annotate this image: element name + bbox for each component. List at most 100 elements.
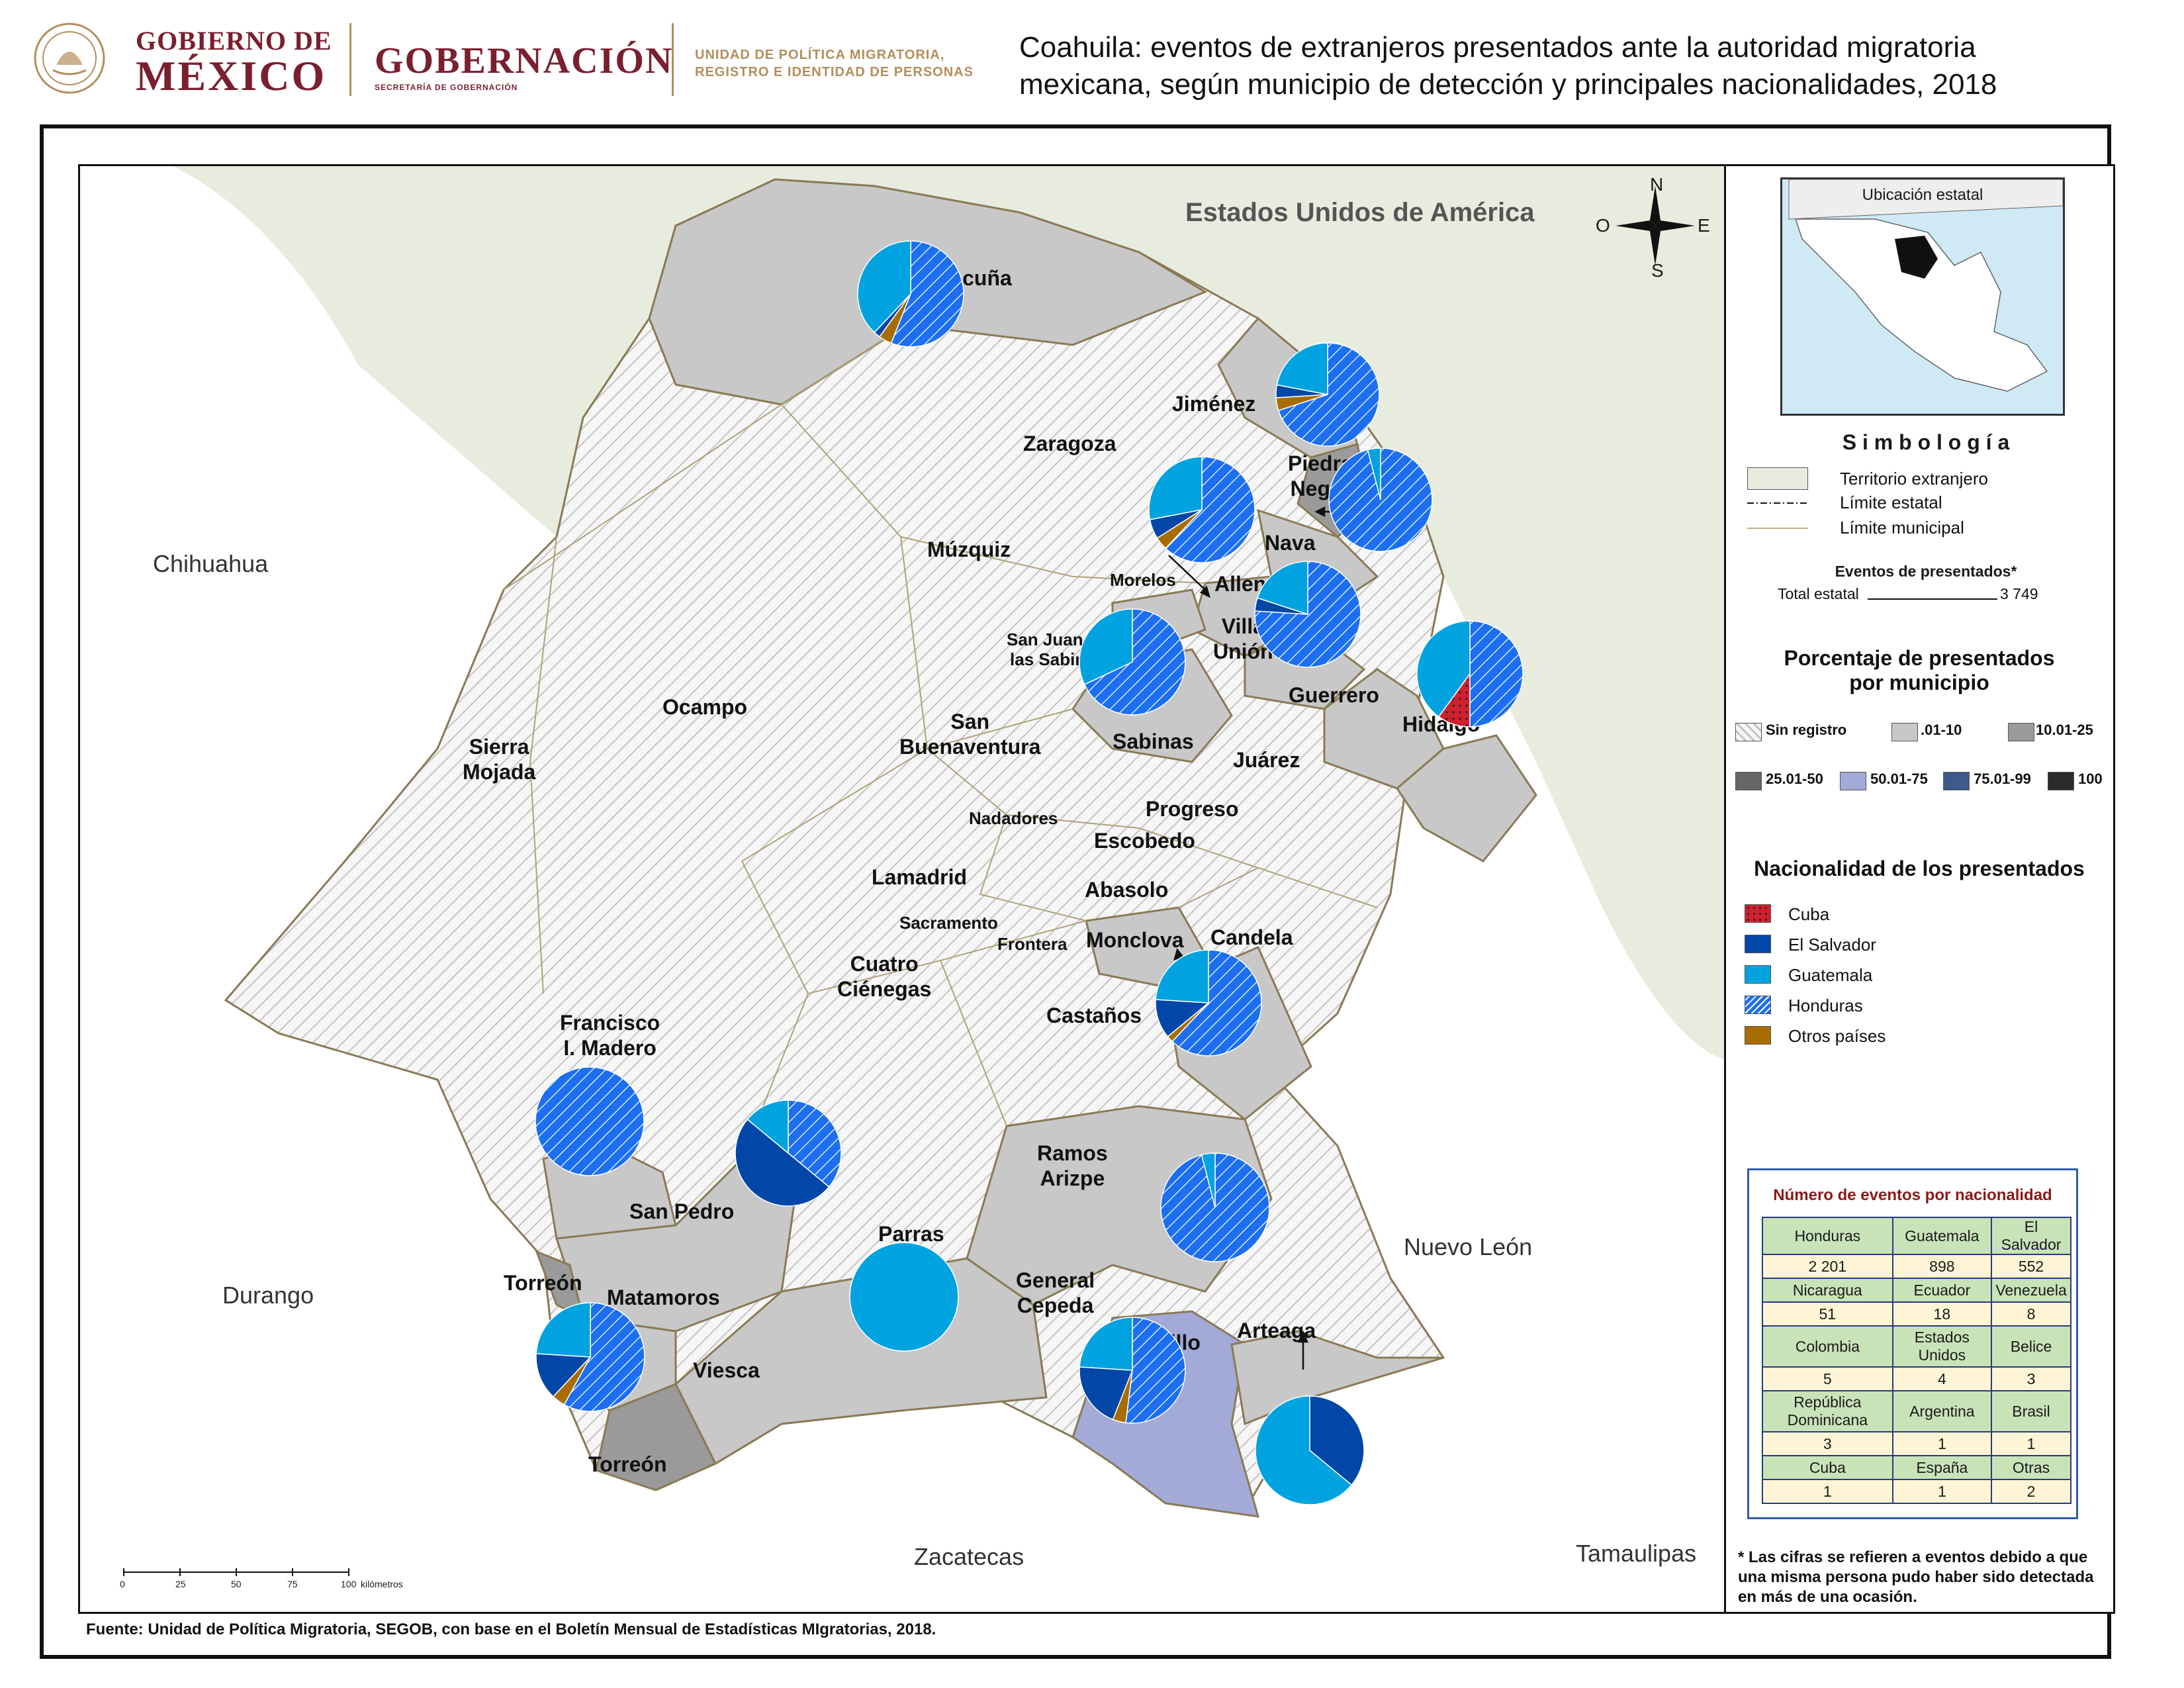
swatch-cuba	[1745, 904, 1771, 923]
label-nadadores: Nadadores	[969, 808, 1058, 828]
label-general-cepeda: General Cepeda	[1016, 1268, 1095, 1317]
legend-limite-estatal: Límite estatal	[1840, 492, 1942, 512]
scale-75: 75	[287, 1579, 298, 1589]
porcentaje-line: por municipio	[1849, 671, 1989, 694]
class-label: 100	[2078, 771, 2103, 787]
scale-50: 50	[231, 1579, 242, 1589]
table-cell: Ecuador	[1891, 1278, 1993, 1303]
table-cell: Estados Unidos	[1891, 1325, 1993, 1368]
label-torreon-bottom: Torreón	[588, 1452, 667, 1476]
label-lamadrid: Lamadrid	[872, 865, 968, 889]
label-durango: Durango	[222, 1282, 314, 1309]
pie-slice-el-salvador	[1155, 999, 1210, 1038]
table-cell: España	[1891, 1455, 1993, 1480]
pie-slice-honduras	[890, 240, 964, 348]
pie-piedras	[1328, 447, 1433, 552]
pie-slice-honduras	[1083, 608, 1186, 716]
mexico-text: MÉXICO	[136, 52, 327, 99]
pie-slice-guatemala	[535, 1302, 591, 1358]
pie-slice-honduras	[1171, 949, 1262, 1056]
label-francisco-madero: Francisco I. Madero	[560, 1011, 660, 1060]
inset-title: Ubicación estatal	[1862, 186, 1983, 204]
nat-label: Guatemala	[1788, 965, 1873, 985]
label-frontera: Frontera	[997, 934, 1068, 954]
nat-label: Honduras	[1788, 996, 1863, 1015]
pie-torreon	[535, 1302, 645, 1412]
table-cell: 2 201	[1762, 1254, 1893, 1279]
pie-slice-guatemala	[1416, 620, 1471, 718]
municipal-boundaries	[503, 324, 1378, 1160]
unidad-line: REGISTRO E IDENTIDAD DE PERSONAS	[695, 65, 974, 79]
pie-hidalgo	[1416, 620, 1524, 727]
pie-slice-guatemala	[1148, 456, 1203, 520]
table-cell: Venezuela	[1991, 1278, 2071, 1303]
pie-acuna	[857, 240, 964, 348]
label-viesca: Viesca	[693, 1358, 760, 1382]
pie-slice-honduras	[1277, 342, 1380, 447]
usa-territory	[173, 166, 1724, 1060]
swatch-class-4	[1840, 772, 1866, 790]
pie-slice-guatemala	[849, 1242, 959, 1352]
nationality-table: Honduras Guatemala El Salvador 2 201 898 552…	[1762, 1217, 2071, 1504]
pie-slice-honduras	[788, 1100, 842, 1188]
swatch-guatemala	[1745, 965, 1771, 984]
scale-100: 100	[341, 1579, 357, 1589]
legend-total-value: 3 749	[2000, 585, 2038, 602]
pie-arteaga	[1255, 1395, 1365, 1505]
table-cell: 4	[1891, 1366, 1993, 1391]
label-sacramento: Sacramento	[899, 913, 998, 933]
pie-slice-el-salvador	[535, 1353, 592, 1397]
compass-n: N	[1650, 174, 1664, 195]
secretaria-text: SECRETARÍA DE GOBERNACIÓN	[375, 83, 518, 92]
map-title: Coahuila: eventos de extranjeros present…	[1019, 29, 2164, 103]
unidad-line: UNIDAD DE POLÍTICA MIGRATORIA,	[695, 48, 945, 62]
legend-state-line	[1747, 502, 1808, 504]
pie-jimenez	[1275, 342, 1380, 447]
label-usa: Estados Unidos de América	[1185, 198, 1535, 227]
table-cell: 18	[1891, 1301, 1993, 1327]
label-parras: Parras	[878, 1222, 944, 1246]
label-monclova: Monclova	[1086, 928, 1184, 952]
label-candela: Candela	[1210, 925, 1293, 949]
class-label: 25.01-50	[1766, 771, 1823, 787]
scale-0: 0	[120, 1579, 125, 1589]
swatch-territorio	[1747, 467, 1808, 490]
pie-slice-el-salvador	[1309, 1395, 1365, 1486]
label-escobedo: Escobedo	[1094, 829, 1195, 853]
municipio-arteaga	[1230, 1330, 1444, 1426]
legend-total-label: Total estatal	[1778, 585, 1859, 602]
table-cell: Honduras	[1762, 1217, 1893, 1255]
label-zacatecas: Zacatecas	[914, 1543, 1024, 1570]
swatch-honduras	[1745, 996, 1771, 1014]
legend-territorio: Territorio extranjero	[1840, 469, 1988, 489]
table-cell: Colombia	[1762, 1325, 1893, 1368]
pie-slice-guatemala	[747, 1100, 789, 1154]
label-guerrero: Guerrero	[1289, 683, 1379, 707]
porcentaje-line: Porcentaje de presentados	[1784, 646, 2055, 670]
legend-limite-municipal: Límite municipal	[1840, 518, 1964, 538]
table-cell: 1	[1891, 1431, 1993, 1456]
table-cell: 3	[1991, 1366, 2071, 1391]
label-tamaulipas: Tamaulipas	[1576, 1540, 1697, 1567]
coat-of-arms-icon	[34, 23, 105, 94]
pie-slice-guatemala	[1079, 608, 1133, 686]
label-sierra-mojada: Sierra Mojada	[463, 735, 536, 784]
pie-slice-honduras	[1165, 456, 1255, 563]
label-torreon-top: Torreón	[504, 1271, 582, 1295]
pie-charts-layer	[535, 240, 1524, 1505]
table-cell: 5	[1762, 1366, 1893, 1391]
gobierno-de-text: GOBIERNO DE	[136, 26, 332, 56]
inset-map-graphic	[1788, 179, 2064, 392]
label-ocampo: Ocampo	[662, 695, 748, 719]
legend-total-line	[1868, 598, 1997, 600]
header-divider	[349, 23, 351, 96]
pie-slice-guatemala	[857, 240, 911, 334]
pie-slice-guatemala	[1256, 561, 1308, 616]
pie-slice-el-salvador	[735, 1118, 830, 1207]
pie-sabinas	[1079, 608, 1186, 716]
label-matamoros: Matamoros	[607, 1286, 720, 1309]
label-muzquiz: Múzquiz	[927, 538, 1011, 561]
class-label: 10.01-25	[2036, 722, 2093, 738]
source-note: Fuente: Unidad de Política Migratoria, S…	[86, 1620, 936, 1638]
label-jimenez: Jiménez	[1172, 392, 1256, 416]
